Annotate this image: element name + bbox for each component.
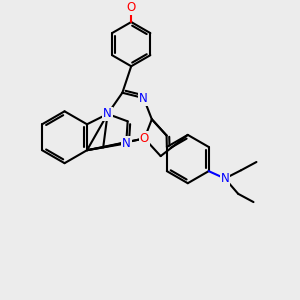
Text: N: N [139,92,148,105]
Text: O: O [140,132,149,145]
Text: N: N [122,137,130,150]
Text: N: N [103,107,112,121]
Text: N: N [220,172,229,185]
Text: O: O [127,2,136,14]
